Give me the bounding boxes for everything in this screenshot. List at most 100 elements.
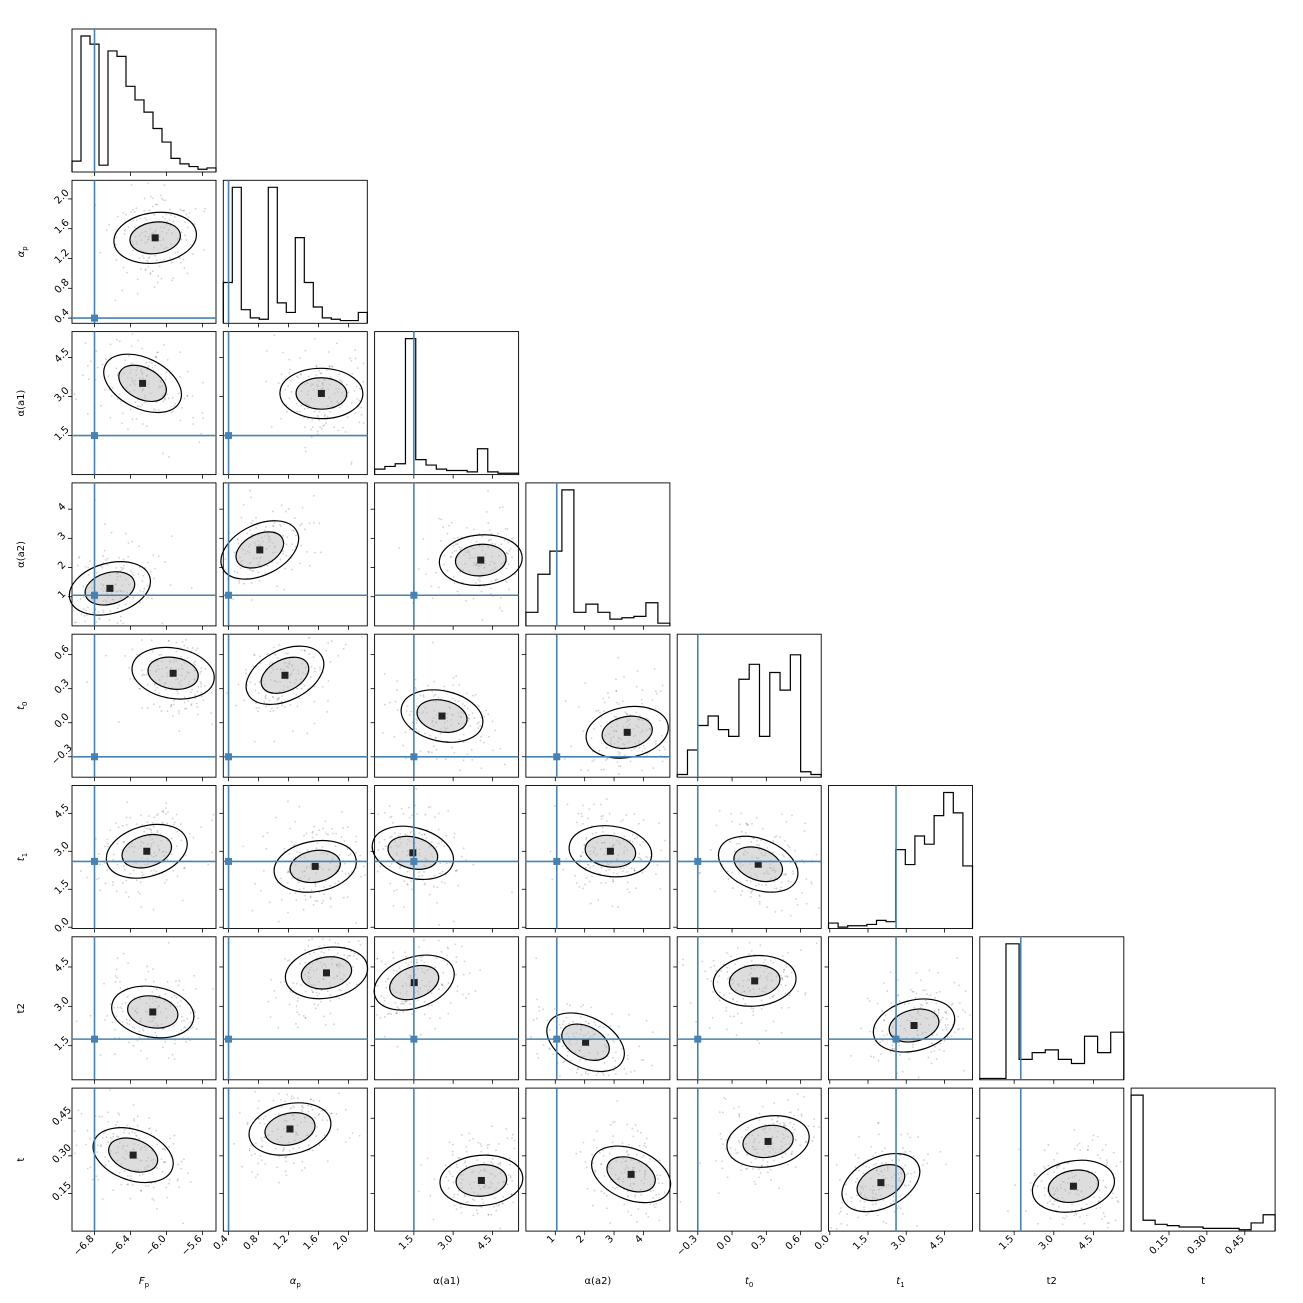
contour: [591, 1145, 672, 1204]
sample-point: [1046, 1202, 1049, 1204]
sample-point: [857, 1216, 860, 1219]
sample-point: [457, 700, 460, 703]
sample-point: [404, 833, 407, 836]
sample-point: [275, 996, 277, 999]
sample-point: [177, 1178, 179, 1181]
x-tick-label: 2: [575, 1233, 587, 1245]
sample-point: [653, 668, 656, 671]
sample-point: [136, 1039, 139, 1042]
sample-point: [486, 1146, 489, 1149]
sample-point: [593, 1021, 596, 1024]
sample-point: [615, 689, 618, 692]
sample-point: [726, 870, 729, 873]
sample-point: [804, 822, 806, 825]
truth-marker: [225, 1035, 233, 1043]
sample-point: [658, 822, 660, 825]
sample-point: [132, 1104, 135, 1106]
sample-point: [471, 694, 474, 697]
sample-point: [611, 1147, 614, 1150]
sample-point: [141, 707, 144, 710]
sample-point: [193, 223, 196, 225]
sample-point: [958, 1027, 961, 1030]
sample-point: [122, 266, 125, 269]
truth-marker: [694, 1035, 702, 1043]
sample-point: [116, 976, 118, 979]
sample-point: [744, 1128, 747, 1131]
sample-point: [176, 690, 178, 693]
sample-point: [841, 1201, 844, 1204]
sample-point: [312, 830, 314, 833]
sample-point: [196, 690, 199, 693]
contour: [841, 1152, 921, 1213]
sample-point: [910, 1172, 913, 1175]
sample-point: [440, 984, 443, 986]
sample-point: [106, 838, 109, 841]
sample-point: [626, 1057, 629, 1060]
sample-point: [780, 886, 782, 889]
sample-point: [128, 1132, 130, 1135]
sample-point: [376, 870, 379, 873]
sample-point: [305, 898, 307, 901]
sample-point: [783, 873, 785, 876]
sample-point: [211, 723, 213, 726]
sample-point: [95, 878, 98, 881]
sample-point: [562, 868, 565, 871]
sample-point: [135, 823, 138, 826]
sample-point: [408, 1034, 411, 1037]
sample-point: [246, 1123, 249, 1126]
sample-point: [168, 1178, 171, 1181]
sample-point: [181, 1016, 184, 1018]
sample-point: [131, 540, 134, 543]
sample-point: [548, 1047, 551, 1050]
sample-point: [642, 744, 645, 747]
sample-point: [846, 1224, 849, 1227]
sample-point: [793, 1128, 796, 1131]
sample-point: [608, 812, 611, 815]
sample-point: [911, 1046, 914, 1048]
sample-point: [109, 829, 112, 832]
sample-point: [494, 543, 497, 546]
sample-point: [569, 1004, 571, 1007]
sample-point: [780, 909, 783, 912]
sample-point: [896, 1207, 899, 1210]
sample-point: [897, 994, 899, 996]
sample-point: [647, 1216, 650, 1218]
sample-point: [448, 1170, 451, 1173]
sample-point: [282, 351, 285, 354]
sample-point: [760, 884, 763, 887]
sample-point: [126, 1022, 129, 1025]
sample-point: [121, 412, 124, 415]
sample-point: [884, 1147, 887, 1150]
sample-point: [302, 1106, 305, 1109]
sample-point: [606, 757, 609, 760]
sample-point: [95, 837, 97, 840]
sample-point: [656, 864, 659, 866]
sample-point: [451, 1150, 454, 1153]
sample-point: [131, 332, 134, 335]
sample-point: [579, 1058, 582, 1061]
sample-point: [579, 854, 582, 857]
sample-point: [292, 529, 295, 532]
sample-point: [790, 1153, 793, 1156]
sample-point: [434, 1027, 437, 1030]
sample-point: [902, 1167, 905, 1170]
sample-point: [435, 758, 438, 760]
sample-point: [141, 255, 144, 257]
sample-point: [790, 1111, 793, 1114]
sample-point: [384, 703, 386, 706]
sample-point: [120, 1183, 123, 1186]
sample-point: [1080, 1207, 1083, 1210]
sample-point: [100, 404, 102, 407]
sample-point: [1087, 1149, 1089, 1151]
sample-point: [425, 837, 428, 840]
sample-point: [310, 989, 313, 992]
sample-point: [962, 1027, 964, 1030]
sample-point: [259, 1154, 262, 1157]
sample-point: [617, 751, 620, 753]
sample-point: [153, 214, 156, 216]
sample-point: [329, 905, 332, 908]
sample-point: [176, 1179, 179, 1182]
sample-point: [264, 697, 267, 700]
sample-point: [173, 699, 175, 702]
sample-point: [655, 740, 657, 743]
